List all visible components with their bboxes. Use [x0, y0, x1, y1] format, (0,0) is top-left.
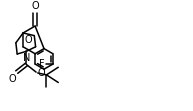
Text: N: N — [23, 53, 30, 63]
Text: F: F — [39, 59, 45, 69]
Text: O: O — [25, 35, 32, 45]
Text: O: O — [8, 74, 16, 84]
Text: O: O — [31, 1, 39, 11]
Text: O: O — [37, 67, 45, 78]
